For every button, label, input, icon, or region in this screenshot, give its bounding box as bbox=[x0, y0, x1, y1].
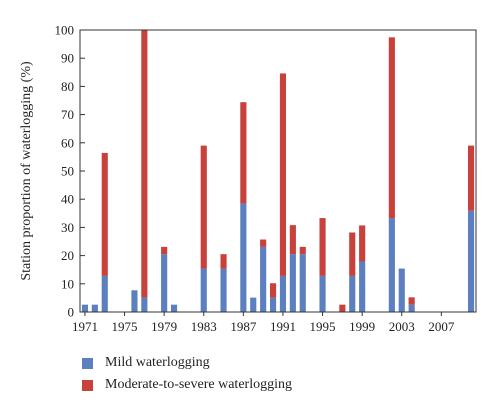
y-tick-label-50: 50 bbox=[61, 164, 74, 179]
bar-severe-2004 bbox=[408, 297, 415, 305]
bar-severe-1985 bbox=[220, 254, 227, 269]
bar-mild-1998 bbox=[349, 275, 356, 312]
bars-group bbox=[81, 30, 475, 312]
plot-frame bbox=[79, 29, 477, 313]
bar-severe-1983 bbox=[200, 145, 207, 269]
bar-mild-1977 bbox=[141, 297, 148, 312]
y-tick-label-60: 60 bbox=[61, 135, 74, 150]
bar-severe-2010 bbox=[467, 145, 475, 211]
bar-severe-1995 bbox=[319, 218, 326, 276]
y-tick-label-0: 0 bbox=[68, 305, 75, 320]
x-tick-label-1999: 1999 bbox=[349, 319, 375, 334]
bar-mild-1976 bbox=[131, 290, 138, 312]
legend-label-mild: Mild waterlogging bbox=[105, 355, 210, 370]
bar-mild-1992 bbox=[289, 254, 296, 312]
bar-severe-1973 bbox=[101, 152, 108, 276]
bar-severe-1993 bbox=[299, 246, 306, 255]
bar-mild-1988 bbox=[250, 297, 257, 312]
bar-mild-2004 bbox=[408, 304, 415, 312]
bar-severe-1977 bbox=[141, 30, 148, 298]
bar-severe-1998 bbox=[349, 232, 356, 276]
bar-mild-1991 bbox=[279, 275, 287, 312]
bar-mild-1999 bbox=[359, 261, 366, 312]
y-tick-label-100: 100 bbox=[55, 23, 75, 38]
bar-mild-2002 bbox=[388, 218, 395, 312]
legend-item-severe: Moderate-to-severe waterlogging bbox=[82, 374, 292, 396]
y-tick-label-40: 40 bbox=[61, 192, 74, 207]
y-tick-label-80: 80 bbox=[61, 79, 74, 94]
x-tick-label-1995: 1995 bbox=[310, 319, 336, 334]
bar-mild-1990 bbox=[269, 297, 277, 312]
bar-mild-1979 bbox=[161, 254, 168, 312]
x-tick-label-1983: 1983 bbox=[191, 319, 217, 334]
legend-swatch-severe bbox=[82, 379, 93, 391]
axes-group: 0 10 20 30 40 50 60 70 80 90 100 1971 1975 1979 1983 19… bbox=[55, 23, 477, 334]
bar-mild-1987 bbox=[240, 203, 247, 312]
bar-mild-1971 bbox=[81, 304, 89, 312]
bar-mild-2010 bbox=[467, 210, 475, 312]
bar-severe-1979 bbox=[161, 246, 168, 255]
bar-mild-1993 bbox=[299, 254, 306, 312]
bar-mild-1972 bbox=[91, 304, 98, 312]
bar-mild-1983 bbox=[200, 268, 207, 312]
bar-severe-2002 bbox=[388, 37, 395, 219]
bar-severe-1992 bbox=[289, 225, 296, 255]
y-axis-label: Station proportion of waterlogging (%) bbox=[19, 61, 34, 281]
stacked-bar-chart: 0 10 20 30 40 50 60 70 80 90 100 1971 1975 1979 1983 19… bbox=[19, 23, 477, 334]
bar-severe-1997 bbox=[339, 304, 346, 312]
legend: Mild waterlogging Moderate-to-severe wat… bbox=[82, 352, 292, 396]
bar-mild-1973 bbox=[101, 275, 108, 312]
y-tick-label-10: 10 bbox=[61, 276, 74, 291]
y-tick-label-20: 20 bbox=[61, 248, 74, 263]
bar-mild-1985 bbox=[220, 268, 227, 312]
bar-mild-2003 bbox=[398, 268, 405, 312]
legend-swatch-mild bbox=[82, 357, 93, 369]
y-tick-label-90: 90 bbox=[61, 51, 74, 66]
legend-item-mild: Mild waterlogging bbox=[82, 352, 292, 374]
x-tick-label-1971: 1971 bbox=[72, 319, 98, 334]
bar-severe-1999 bbox=[359, 225, 366, 262]
x-tick-label-2003: 2003 bbox=[389, 319, 415, 334]
y-tick-label-70: 70 bbox=[61, 107, 74, 122]
bar-severe-1989 bbox=[260, 239, 267, 247]
x-tick-label-1987: 1987 bbox=[230, 319, 257, 334]
bar-mild-1989 bbox=[260, 246, 267, 312]
x-tick-label-2007: 2007 bbox=[428, 319, 455, 334]
bar-severe-1987 bbox=[240, 102, 247, 204]
y-tick-label-30: 30 bbox=[61, 220, 74, 235]
legend-label-severe: Moderate-to-severe waterlogging bbox=[105, 377, 292, 392]
x-tick-label-1991: 1991 bbox=[270, 319, 296, 334]
bar-mild-1980 bbox=[170, 304, 178, 312]
x-tick-label-1975: 1975 bbox=[112, 319, 138, 334]
bar-severe-1990 bbox=[269, 283, 277, 298]
bar-severe-1991 bbox=[279, 73, 287, 276]
bar-mild-1995 bbox=[319, 275, 326, 312]
x-tick-label-1979: 1979 bbox=[151, 319, 177, 334]
